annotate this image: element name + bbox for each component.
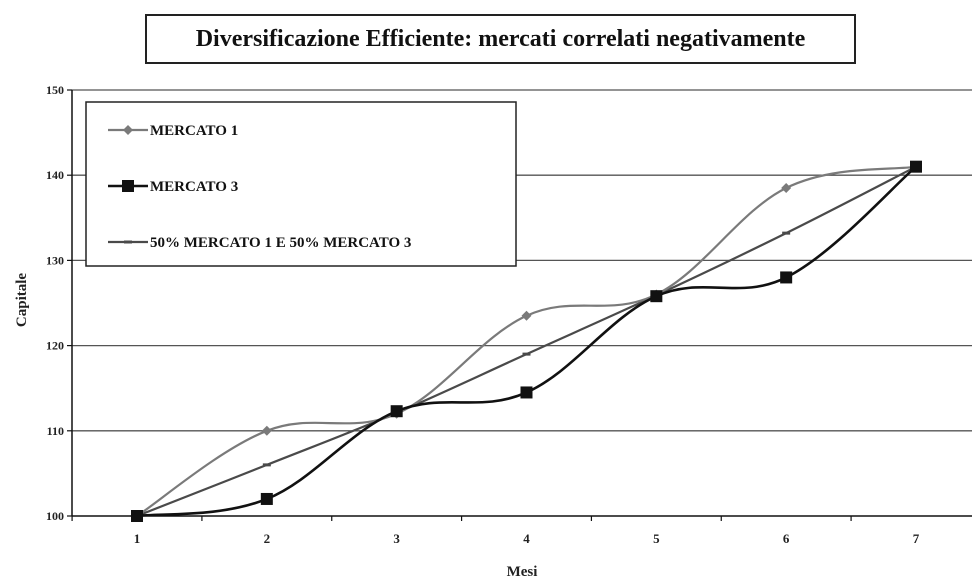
series-lines bbox=[131, 160, 922, 522]
data-point bbox=[782, 231, 791, 235]
data-point bbox=[780, 271, 793, 284]
x-axis-label: Mesi bbox=[507, 564, 538, 580]
x-tick-label: 7 bbox=[913, 531, 920, 546]
y-tick-label: 140 bbox=[46, 168, 64, 182]
data-point bbox=[260, 492, 273, 505]
data-point bbox=[390, 405, 403, 418]
x-tick-label: 4 bbox=[523, 531, 530, 546]
legend-marker bbox=[124, 240, 132, 244]
y-tick-label: 130 bbox=[46, 253, 64, 267]
data-point bbox=[520, 386, 533, 399]
legend-marker bbox=[123, 125, 133, 135]
legend-label: MERCATO 1 bbox=[150, 123, 238, 139]
chart-title: Diversificazione Efficiente: mercati cor… bbox=[145, 14, 856, 64]
x-tick-label: 1 bbox=[134, 531, 141, 546]
x-tick-label: 6 bbox=[783, 531, 790, 546]
data-point bbox=[262, 463, 271, 467]
legend-label: MERCATO 3 bbox=[150, 179, 238, 195]
x-tick-label: 5 bbox=[653, 531, 660, 546]
y-tick-labels: 100 110 120 130 140 150 bbox=[46, 83, 72, 523]
data-point bbox=[650, 290, 663, 303]
y-tick-label: 150 bbox=[46, 83, 64, 97]
x-tick-labels: 1 2 3 4 5 6 7 bbox=[71, 516, 920, 546]
legend: MERCATO 1 MERCATO 3 50% MERCATO 1 E 50% ME… bbox=[85, 101, 517, 267]
data-point bbox=[261, 425, 272, 436]
y-axis-label: Capitale bbox=[14, 273, 30, 328]
series-2 bbox=[131, 160, 922, 522]
data-point bbox=[910, 160, 922, 173]
x-tick-label: 2 bbox=[264, 531, 271, 546]
axes bbox=[71, 90, 972, 517]
legend-box bbox=[85, 101, 517, 267]
legend-label: 50% MERCATO 1 E 50% MERCATO 3 bbox=[150, 235, 411, 251]
x-tick-label: 3 bbox=[393, 531, 400, 546]
data-point bbox=[781, 182, 792, 193]
y-tick-label: 110 bbox=[47, 424, 64, 438]
y-tick-label: 120 bbox=[46, 339, 64, 353]
legend-marker bbox=[122, 180, 134, 192]
data-point bbox=[521, 310, 532, 321]
y-tick-label: 100 bbox=[46, 509, 64, 523]
data-point bbox=[522, 352, 531, 356]
data-point bbox=[131, 510, 143, 522]
